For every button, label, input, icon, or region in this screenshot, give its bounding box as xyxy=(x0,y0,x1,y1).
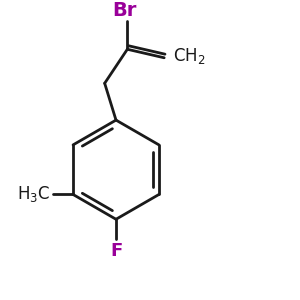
Text: F: F xyxy=(110,242,122,260)
Text: H$_3$C: H$_3$C xyxy=(17,184,50,205)
Text: Br: Br xyxy=(112,1,137,20)
Text: CH$_2$: CH$_2$ xyxy=(173,46,205,66)
